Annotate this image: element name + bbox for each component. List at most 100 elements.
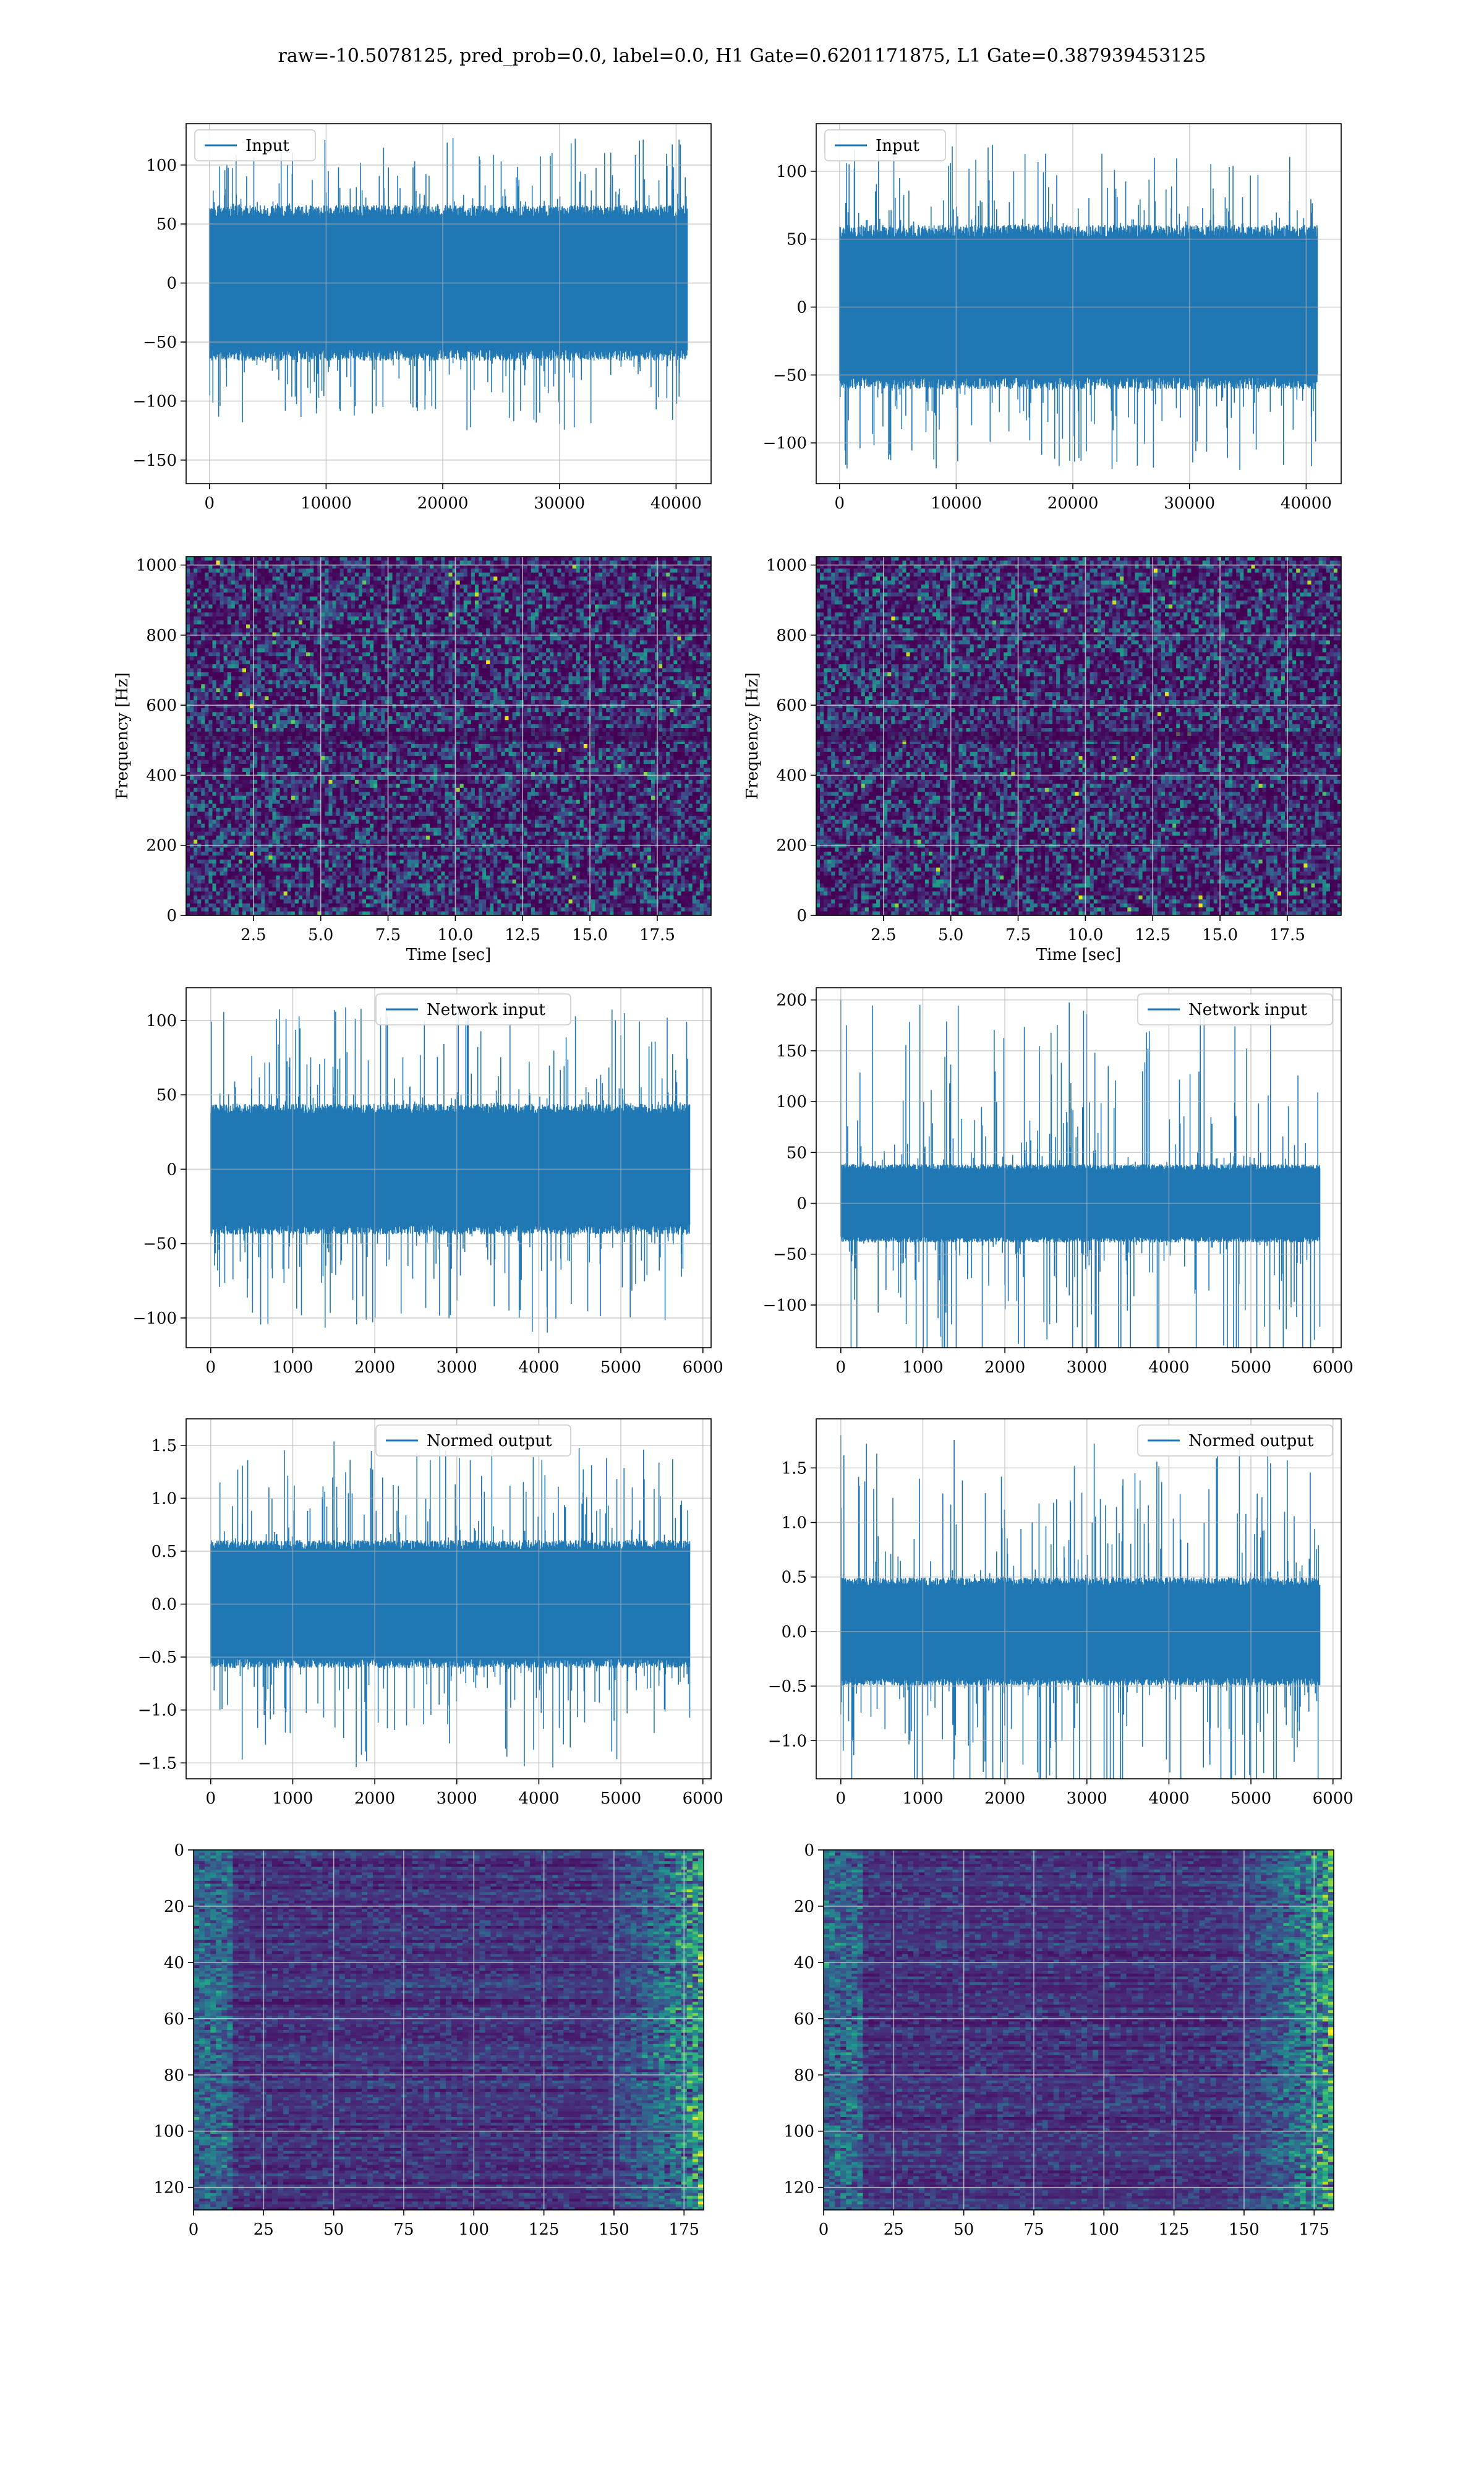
- chart-l1-feature-map: 0 25 50 75 100 125 150 175 0 20 40 60 80 100 120: [783, 1841, 1334, 2239]
- y-tick-label: 0.0: [151, 1596, 177, 1614]
- chart-h1-spectrogram: 2.5 5.0 7.5 10.0 12.5 15.0 17.5 0 200 400 600 800 10…: [113, 556, 712, 964]
- y-tick-label: 400: [776, 766, 807, 785]
- y-axis-label: Frequency [Hz]: [113, 672, 132, 800]
- x-tick-label: 4000: [1148, 1789, 1189, 1808]
- legend-label: Network input: [1188, 1001, 1307, 1019]
- plot-area: [824, 1850, 1334, 2210]
- x-tick-label: 2.5: [871, 926, 896, 944]
- y-tick-label: −50: [773, 366, 807, 385]
- x-axis-label: Time [sec]: [406, 946, 492, 964]
- y-tick-label: 100: [776, 163, 807, 181]
- x-tick-label: 100: [458, 2220, 489, 2239]
- chart-h1-network-input: 0 1000 2000 3000 4000 5000 6000 −100 −50 0 50 100 Ne…: [133, 987, 723, 1377]
- y-tick-label: −1.0: [138, 1701, 177, 1720]
- grid: [816, 124, 1341, 484]
- x-tick-label: 25: [254, 2220, 274, 2239]
- x-tick-label: 5.0: [308, 926, 333, 944]
- x-tick-label: 15.0: [572, 926, 608, 944]
- legend-label: Input: [245, 137, 289, 155]
- grid: [816, 988, 1341, 1348]
- heatmap-cells: [816, 557, 1341, 915]
- y-tick-label: 600: [776, 696, 807, 715]
- x-tick-label: 7.5: [375, 926, 401, 944]
- plot-area: [194, 1850, 704, 2210]
- x-tick-label: 4000: [518, 1358, 559, 1377]
- x-tick-label: 175: [668, 2220, 699, 2239]
- y-tick-label: 0: [166, 907, 177, 925]
- heatmap-cells: [186, 557, 711, 915]
- x-tick-label: 3000: [1067, 1358, 1107, 1377]
- notch-band: [816, 731, 1341, 742]
- y-tick-label: 800: [146, 627, 177, 645]
- x-tick-label: 7.5: [1005, 926, 1031, 944]
- y-tick-label: 60: [794, 2010, 814, 2029]
- x-tick-label: 5.0: [938, 926, 963, 944]
- x-tick-label: 1000: [902, 1789, 943, 1808]
- y-tick-label: 200: [776, 991, 807, 1010]
- y-tick-label: 0: [166, 275, 177, 293]
- y-tick-label: 80: [794, 2066, 814, 2085]
- x-tick-label: 17.5: [639, 926, 675, 944]
- x-tick-label: 3000: [437, 1358, 477, 1377]
- y-tick-label: 0.0: [782, 1623, 807, 1641]
- y-tick-label: −50: [143, 1235, 177, 1254]
- x-tick-label: 5000: [600, 1789, 641, 1808]
- x-tick-label: 3000: [1067, 1789, 1107, 1808]
- chart-h1-input: 0 10000 20000 30000 40000 −150 −100 −50 0 50 100 In…: [133, 123, 712, 513]
- y-tick-label: 0.5: [782, 1569, 807, 1587]
- y-tick-label: 20: [794, 1898, 814, 1916]
- y-tick-label: −50: [143, 333, 177, 352]
- axes-layer: 0 10000 20000 30000 40000−150−100−50050100In…: [113, 123, 1354, 2239]
- y-tick-label: 40: [794, 1954, 814, 1972]
- x-tick-label: 6000: [1313, 1358, 1354, 1377]
- x-tick-label: 150: [599, 2220, 629, 2239]
- axes-frame: [816, 987, 1342, 1348]
- x-tick-label: 125: [1159, 2220, 1190, 2239]
- axes-frame: [193, 1849, 704, 2211]
- x-tick-label: 10000: [301, 494, 352, 513]
- x-tick-label: 17.5: [1269, 926, 1305, 944]
- grid: [816, 1419, 1341, 1779]
- axes-frame: [823, 1849, 1334, 2211]
- x-tick-label: 0: [834, 494, 845, 513]
- x-tick-label: 2000: [984, 1358, 1025, 1377]
- y-tick-label: 400: [146, 766, 177, 785]
- x-tick-label: 75: [393, 2220, 414, 2239]
- y-tick-label: 0: [796, 298, 807, 317]
- x-tick-label: 10.0: [1067, 926, 1103, 944]
- x-tick-label: 5000: [600, 1358, 641, 1377]
- y-tick-label: −100: [133, 1309, 177, 1328]
- x-tick-label: 3000: [437, 1789, 477, 1808]
- y-tick-label: 100: [146, 156, 177, 175]
- y-tick-label: −150: [133, 452, 177, 470]
- x-tick-label: 0: [206, 1789, 216, 1808]
- y-tick-label: 150: [776, 1042, 807, 1061]
- x-tick-label: 100: [1088, 2220, 1119, 2239]
- y-tick-label: −100: [133, 392, 177, 411]
- y-tick-label: 40: [164, 1954, 184, 1972]
- axes-frame: [186, 1418, 712, 1779]
- chart-h1-normed-output: 0 1000 2000 3000 4000 5000 6000 −1.5 −1.0 −0.5 0.0…: [138, 1418, 723, 1808]
- y-tick-label: −0.5: [768, 1677, 807, 1696]
- axes-frame: [186, 123, 712, 484]
- x-tick-label: 4000: [1148, 1358, 1189, 1377]
- x-tick-label: 2000: [354, 1358, 395, 1377]
- axes-frame: [186, 556, 712, 916]
- x-tick-label: 10.0: [437, 926, 473, 944]
- y-tick-label: 1.5: [782, 1459, 807, 1478]
- y-tick-label: −1.0: [768, 1732, 807, 1750]
- x-tick-label: 50: [323, 2220, 344, 2239]
- x-tick-label: 150: [1229, 2220, 1260, 2239]
- legend: Network input: [1137, 993, 1333, 1025]
- x-tick-label: 2000: [984, 1789, 1025, 1808]
- x-tick-label: 40000: [1281, 494, 1332, 513]
- legend-label: Network input: [427, 1001, 545, 1019]
- x-tick-label: 6000: [1313, 1789, 1354, 1808]
- y-axis-label: Frequency [Hz]: [743, 672, 762, 800]
- y-tick-label: 800: [776, 627, 807, 645]
- x-tick-label: 0: [836, 1789, 846, 1808]
- notch-band: [186, 731, 711, 742]
- x-tick-label: 10000: [931, 494, 982, 513]
- y-tick-label: −100: [763, 1296, 807, 1315]
- legend: Normed output: [375, 1424, 571, 1457]
